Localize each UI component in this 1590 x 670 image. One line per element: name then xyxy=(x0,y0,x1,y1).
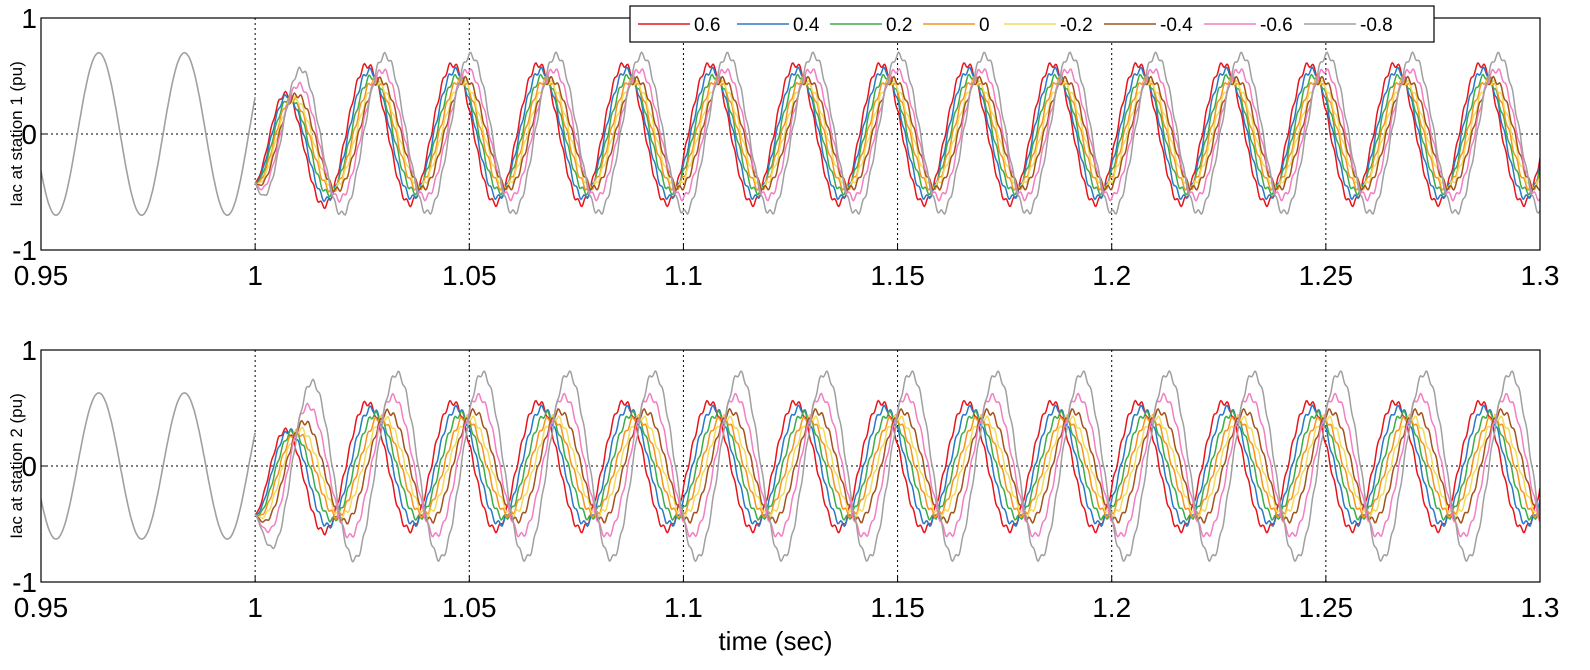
y-axis-label: Iac at station 2 (pu) xyxy=(7,393,26,539)
legend-label: -0.4 xyxy=(1160,15,1193,36)
x-tick-label: 1 xyxy=(247,592,263,623)
x-tick-label: 0.95 xyxy=(14,260,69,291)
x-tick-label: 1 xyxy=(247,260,263,291)
legend-label: 0.6 xyxy=(694,15,720,36)
y-tick-label: -1 xyxy=(12,567,37,598)
series-line-0.4 xyxy=(255,404,1540,530)
x-tick-label: 1.2 xyxy=(1092,592,1131,623)
x-tick-label: 1.15 xyxy=(870,260,925,291)
y-tick-label: 1 xyxy=(21,335,37,366)
series-line--0.8 xyxy=(254,369,1540,563)
x-tick-label: 1.1 xyxy=(664,260,703,291)
series-line--0.8 xyxy=(254,51,1540,216)
y-tick-label: 0 xyxy=(21,119,37,150)
y-tick-label: 0 xyxy=(21,451,37,482)
chart-station-1: 0.95 1 1.05 1.1 1.15 1.2 1.25 1.3 -1 0 1 Iac at sta… xyxy=(7,3,1559,291)
series-line-0.6 xyxy=(254,399,1540,536)
legend-label: 0.4 xyxy=(793,15,820,36)
x-tick-label: 1.25 xyxy=(1299,592,1354,623)
y-axis-label: Iac at station 1 (pu) xyxy=(7,61,26,207)
x-tick-label: 1.25 xyxy=(1299,260,1354,291)
y-tick-label: -1 xyxy=(12,235,37,266)
plot-frame xyxy=(40,349,1541,583)
legend-label: -0.8 xyxy=(1360,15,1393,36)
legend-label: 0.2 xyxy=(886,15,912,36)
x-axis-label: time (sec) xyxy=(718,626,832,656)
x-tick-label: 1.3 xyxy=(1521,260,1560,291)
series-line-pre-event xyxy=(41,392,256,540)
series-line-0.4 xyxy=(254,66,1540,203)
x-tick-label: 1.2 xyxy=(1092,260,1131,291)
legend-label: -0.6 xyxy=(1260,15,1293,36)
legend: 0.6 0.4 0.2 0 -0.2 -0.4 -0.6 -0.8 xyxy=(629,5,1435,43)
chart-station-2: 0.95 1 1.05 1.1 1.15 1.2 1.25 1.3 -1 0 1 Iac at sta… xyxy=(7,335,1559,656)
x-tick-label: 1.15 xyxy=(870,592,925,623)
x-tick-label: 1.3 xyxy=(1521,592,1560,623)
legend-label: -0.2 xyxy=(1060,15,1093,36)
legend-label: 0 xyxy=(979,15,990,36)
series-line-pre-event xyxy=(41,52,256,216)
x-tick-label: 1.1 xyxy=(664,592,703,623)
y-tick-label: 1 xyxy=(21,3,37,34)
series-line-0.6 xyxy=(254,61,1540,210)
x-tick-label: 1.05 xyxy=(442,592,497,623)
series-line--0.4 xyxy=(254,75,1540,193)
x-tick-label: 1.05 xyxy=(442,260,497,291)
series-line--0.2 xyxy=(254,414,1540,520)
series-line--0.6 xyxy=(254,67,1540,204)
series-line--0.2 xyxy=(254,79,1540,192)
x-tick-label: 0.95 xyxy=(14,592,69,623)
